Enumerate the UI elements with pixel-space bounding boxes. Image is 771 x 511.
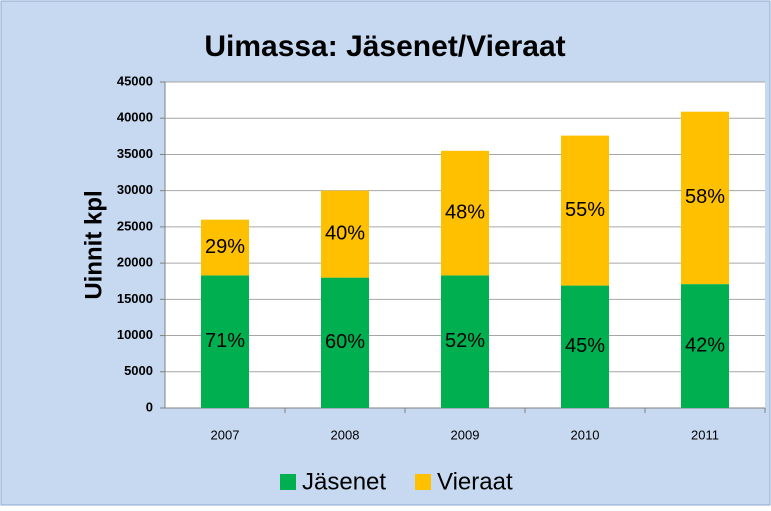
share-label: 58% bbox=[685, 186, 725, 208]
bar-segment bbox=[681, 111, 729, 285]
y-tick-label: 45000 bbox=[117, 73, 153, 88]
y-tick-label: 20000 bbox=[117, 255, 153, 270]
share-label: 40% bbox=[325, 222, 365, 244]
x-tick-label: 2009 bbox=[451, 427, 480, 442]
share-label: 55% bbox=[565, 199, 605, 221]
bar-segment bbox=[441, 150, 489, 276]
bar-segment bbox=[201, 275, 249, 408]
legend-swatch bbox=[415, 474, 431, 490]
y-tick-label: 10000 bbox=[117, 327, 153, 342]
x-tick-label: 2007 bbox=[211, 427, 240, 442]
chart-title: Uimassa: Jäsenet/Vieraat bbox=[204, 30, 565, 63]
share-label: 42% bbox=[685, 334, 725, 356]
share-label: 71% bbox=[205, 330, 245, 352]
y-tick-label: 15000 bbox=[117, 291, 153, 306]
legend-swatch bbox=[280, 474, 296, 490]
bar-segment bbox=[321, 277, 369, 408]
y-tick-label: 0 bbox=[146, 399, 153, 414]
x-tick-label: 2010 bbox=[571, 427, 600, 442]
x-tick-label: 2008 bbox=[331, 427, 360, 442]
y-tick-label: 35000 bbox=[117, 146, 153, 161]
y-tick-label: 30000 bbox=[117, 182, 153, 197]
x-tick-label: 2011 bbox=[691, 427, 719, 442]
bar-segment bbox=[201, 219, 249, 276]
share-label: 29% bbox=[205, 236, 245, 258]
y-tick-label: 5000 bbox=[124, 363, 153, 378]
bar-segment bbox=[321, 190, 369, 278]
y-axis-title: Uinnit kpl bbox=[80, 190, 107, 299]
legend-label: Vieraat bbox=[437, 468, 513, 495]
share-label: 52% bbox=[445, 330, 485, 352]
bar-segment bbox=[561, 285, 609, 408]
legend-label: Jäsenet bbox=[302, 468, 386, 495]
share-label: 48% bbox=[445, 201, 485, 223]
bar-segment bbox=[441, 275, 489, 408]
bar-segment bbox=[681, 284, 729, 408]
bar-segment bbox=[561, 135, 609, 286]
share-label: 60% bbox=[325, 331, 365, 353]
y-tick-label: 25000 bbox=[117, 218, 153, 233]
y-tick-label: 40000 bbox=[117, 110, 153, 125]
share-label: 45% bbox=[565, 335, 605, 357]
